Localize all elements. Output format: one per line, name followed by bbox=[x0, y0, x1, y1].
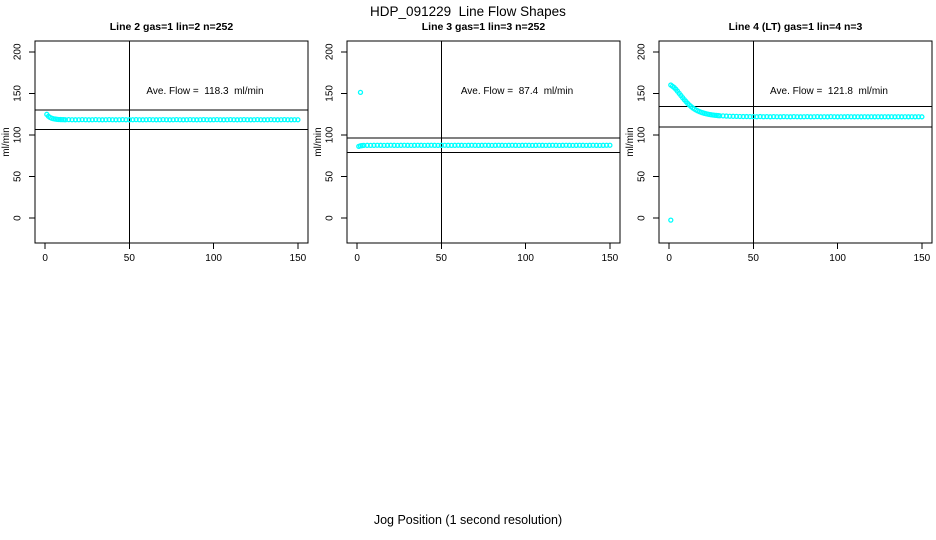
y-tick-label: 150 bbox=[325, 85, 336, 102]
x-tick-label: 0 bbox=[354, 253, 360, 264]
plot-area: 0 50 100 150 0 50 100 150 200 bbox=[637, 40, 933, 264]
y-tick-label: 100 bbox=[325, 126, 336, 143]
x-tick-label: 150 bbox=[914, 253, 931, 264]
plot-box bbox=[658, 40, 933, 244]
panel-title: Line 3 gas=1 lin=3 n=252 bbox=[421, 21, 546, 33]
y-tick-label: 200 bbox=[13, 43, 24, 60]
y-tick-label: 0 bbox=[325, 215, 336, 221]
y-tick-label: 100 bbox=[637, 126, 648, 143]
y-tick-label: 200 bbox=[637, 43, 648, 60]
ave-flow-annotation: Ave. Flow = 118.3 ml/min bbox=[146, 86, 264, 97]
y-tick-label: 200 bbox=[325, 43, 336, 60]
panel-title: Line 4 (LT) gas=1 lin=4 n=3 bbox=[728, 21, 863, 33]
figure-x-label: Jog Position (1 second resolution) bbox=[373, 513, 563, 527]
ave-flow-annotation: Ave. Flow = 87.4 ml/min bbox=[460, 86, 574, 97]
data-point bbox=[607, 142, 613, 148]
plot-area: 0 50 100 150 0 50 100 150 200 bbox=[13, 40, 309, 264]
x-tick-label: 0 bbox=[666, 253, 672, 264]
panel-line-4-lt: Line 4 (LT) gas=1 lin=4 n=3 ml/min 0 50 10… bbox=[624, 0, 936, 270]
panel-title: Line 2 gas=1 lin=2 n=252 bbox=[109, 21, 234, 33]
x-tick-label: 100 bbox=[205, 253, 222, 264]
x-tick-label: 0 bbox=[42, 253, 48, 264]
plot-area: 0 50 100 150 0 50 100 150 200 bbox=[325, 40, 621, 264]
y-tick-label: 150 bbox=[13, 85, 24, 102]
data-point bbox=[919, 114, 925, 120]
figure-title: HDP_091229 Line Flow Shapes bbox=[370, 4, 566, 19]
y-tick-label: 100 bbox=[13, 126, 24, 143]
y-tick-label: 0 bbox=[637, 215, 648, 221]
x-tick-label: 50 bbox=[748, 253, 760, 264]
panel-line-3: Line 3 gas=1 lin=3 n=252 ml/min 0 50 100 15… bbox=[312, 0, 624, 270]
x-tick-label: 50 bbox=[436, 253, 448, 264]
y-tick-label: 50 bbox=[13, 170, 24, 182]
x-tick-label: 150 bbox=[602, 253, 619, 264]
plot-box bbox=[34, 40, 309, 244]
plot-box bbox=[346, 40, 621, 244]
y-tick-label: 0 bbox=[13, 215, 24, 221]
y-tick-label: 50 bbox=[637, 170, 648, 182]
data-point bbox=[295, 117, 301, 123]
x-tick-label: 100 bbox=[829, 253, 846, 264]
x-tick-label: 50 bbox=[124, 253, 136, 264]
ave-flow-annotation: Ave. Flow = 121.8 ml/min bbox=[770, 86, 888, 97]
data-point bbox=[357, 89, 364, 96]
y-tick-label: 50 bbox=[325, 170, 336, 182]
y-tick-label: 150 bbox=[637, 85, 648, 102]
data-point bbox=[668, 217, 674, 223]
panel-line-2: Line 2 gas=1 lin=2 n=252 ml/min 0 50 100 15… bbox=[0, 0, 312, 270]
x-tick-label: 150 bbox=[290, 253, 307, 264]
x-tick-label: 100 bbox=[517, 253, 534, 264]
